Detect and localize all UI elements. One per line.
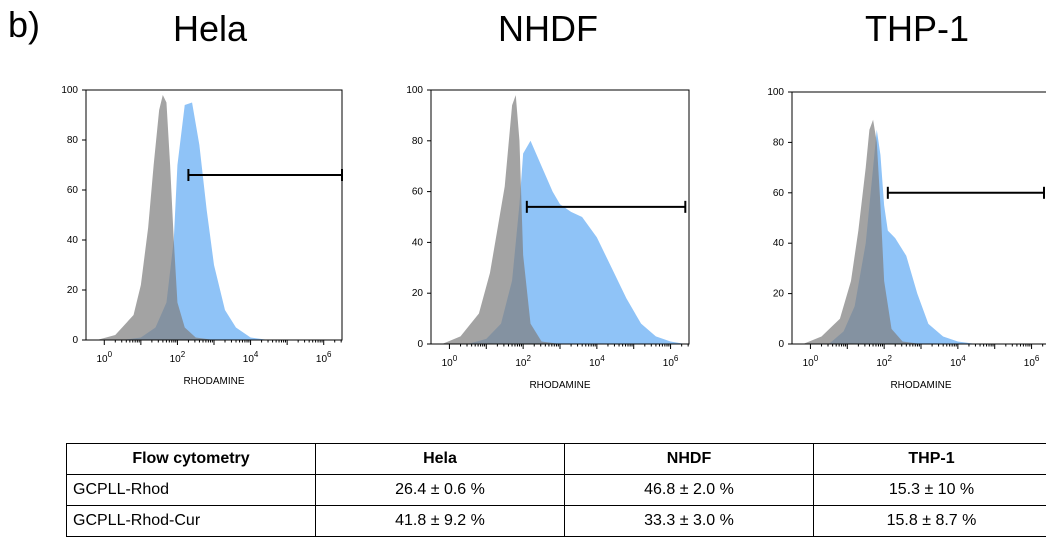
control-histogram <box>803 119 921 344</box>
x-tick-label: 104 <box>243 350 259 365</box>
y-tick-label: 100 <box>406 85 423 96</box>
y-tick-label: 20 <box>67 285 79 296</box>
control-histogram <box>96 95 251 340</box>
table-cell: 15.8 ± 8.7 % <box>813 505 1046 537</box>
control-histogram <box>442 95 560 344</box>
table-cell: 46.8 ± 2.0 % <box>564 474 814 506</box>
table-cell: 26.4 ± 0.6 % <box>315 474 565 506</box>
histogram-panels: 0 20 40 60 80 100 100 102 104 106 RHODAMINE 0 20 40 60… <box>61 85 1046 391</box>
x-axis-label: RHODAMINE <box>890 380 951 391</box>
y-tick-label: 60 <box>412 187 424 198</box>
y-tick-label: 100 <box>767 87 784 98</box>
y-tick-label: 0 <box>778 339 784 350</box>
table-header-row: Flow cytometry Hela NHDF THP-1 <box>66 443 1046 475</box>
y-tick-label: 20 <box>773 289 785 300</box>
x-tick-label: 100 <box>803 354 819 369</box>
y-tick-label: 100 <box>61 85 78 96</box>
flow-cytometry-table: Flow cytometry Hela NHDF THP-1 GCPLL-Rho… <box>66 443 1046 537</box>
x-tick-label: 104 <box>950 354 966 369</box>
x-tick-label: 102 <box>170 350 186 365</box>
x-tick-label: 102 <box>876 354 892 369</box>
table-row: GCPLL-Rhod-Cur 41.8 ± 9.2 % 33.3 ± 3.0 %… <box>66 505 1046 537</box>
table-cell: 15.3 ± 10 % <box>813 474 1046 506</box>
y-tick-label: 80 <box>412 136 424 147</box>
y-tick-label: 80 <box>67 135 79 146</box>
table-cell: 41.8 ± 9.2 % <box>315 505 565 537</box>
x-tick-label: 104 <box>589 354 605 369</box>
table-header: NHDF <box>564 443 814 475</box>
treated-histogram <box>442 140 686 344</box>
y-tick-label: 40 <box>67 235 79 246</box>
x-tick-label: 102 <box>515 354 531 369</box>
x-tick-label: 100 <box>442 354 458 369</box>
histogram-2: 0 20 40 60 80 100 100 102 104 106 RHODAMINE <box>767 87 1046 391</box>
x-axis-label: RHODAMINE <box>183 376 244 387</box>
table-header: Flow cytometry <box>66 443 316 475</box>
x-tick-label: 106 <box>663 354 679 369</box>
table-cell: GCPLL-Rhod <box>66 474 316 506</box>
chart-title-thp1: THP-1 <box>864 8 969 49</box>
treated-histogram <box>803 129 977 344</box>
y-tick-label: 40 <box>773 238 785 249</box>
table-row: GCPLL-Rhod 26.4 ± 0.6 % 46.8 ± 2.0 % 15.… <box>66 474 1046 506</box>
treated-histogram <box>96 102 288 340</box>
x-axis-label: RHODAMINE <box>529 380 590 391</box>
chart-title-nhdf: NHDF <box>498 8 598 49</box>
x-tick-label: 106 <box>316 350 332 365</box>
y-tick-label: 80 <box>773 137 785 148</box>
chart-title-hela: Hela <box>172 8 248 49</box>
table-header: THP-1 <box>813 443 1046 475</box>
table-cell: GCPLL-Rhod-Cur <box>66 505 316 537</box>
table-header: Hela <box>315 443 565 475</box>
y-tick-label: 20 <box>412 288 424 299</box>
x-tick-label: 100 <box>96 350 112 365</box>
y-tick-label: 0 <box>72 335 78 346</box>
histogram-0: 0 20 40 60 80 100 100 102 104 106 RHODAMINE <box>61 85 343 387</box>
x-tick-label: 106 <box>1024 354 1040 369</box>
y-tick-label: 60 <box>773 188 785 199</box>
panel-label: b) <box>8 4 41 45</box>
y-tick-label: 60 <box>67 185 79 196</box>
table-cell: 33.3 ± 3.0 % <box>564 505 814 537</box>
y-tick-label: 0 <box>417 339 423 350</box>
y-tick-label: 40 <box>412 237 424 248</box>
histogram-1: 0 20 40 60 80 100 100 102 104 106 RHODAMINE <box>406 85 690 391</box>
